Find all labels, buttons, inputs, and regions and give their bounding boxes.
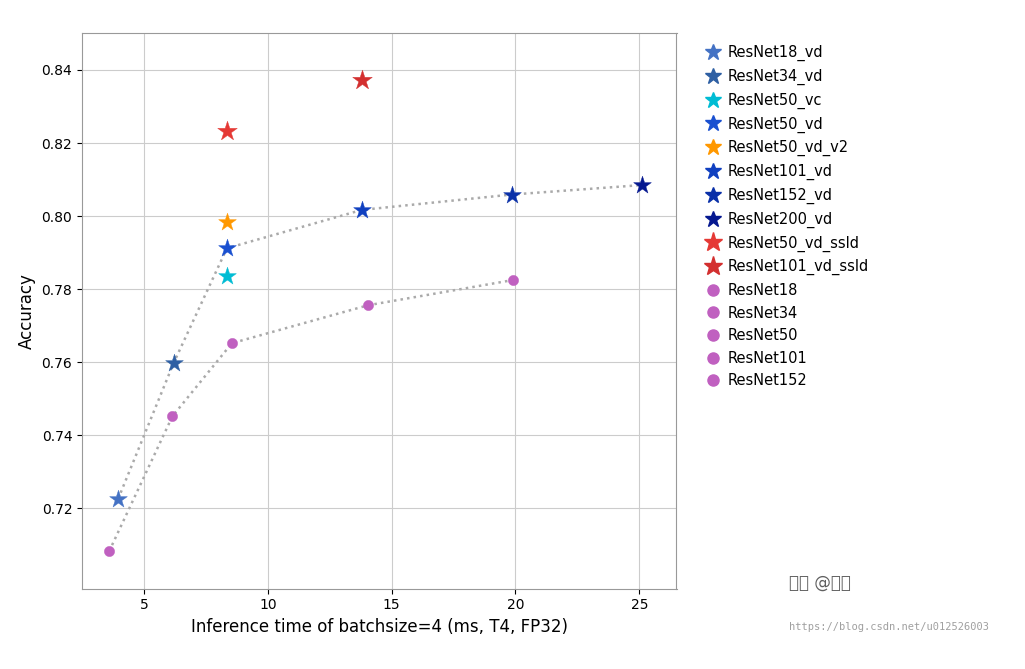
Point <box>504 275 521 286</box>
Y-axis label: Accuracy: Accuracy <box>18 273 36 349</box>
Point <box>633 180 650 191</box>
Text: 知乎 @郭志: 知乎 @郭志 <box>789 574 851 592</box>
Legend: ResNet18_vd, ResNet34_vd, ResNet50_vc, ResNet50_vd, ResNet50_vd_v2, ResNet101_vd: ResNet18_vd, ResNet34_vd, ResNet50_vc, R… <box>702 41 873 393</box>
Point <box>164 411 180 421</box>
Point <box>354 205 370 215</box>
Point <box>218 243 235 254</box>
Point <box>218 216 235 227</box>
Point <box>360 300 376 310</box>
Point <box>110 494 126 504</box>
Point <box>101 546 118 557</box>
Point <box>218 126 235 136</box>
Text: https://blog.csdn.net/u012526003: https://blog.csdn.net/u012526003 <box>789 622 989 632</box>
Point <box>223 338 240 349</box>
Point <box>354 74 370 85</box>
X-axis label: Inference time of batchsize=4 (ms, T4, FP32): Inference time of batchsize=4 (ms, T4, F… <box>191 618 568 636</box>
Point <box>165 358 181 369</box>
Point <box>218 271 235 282</box>
Point <box>503 189 520 200</box>
